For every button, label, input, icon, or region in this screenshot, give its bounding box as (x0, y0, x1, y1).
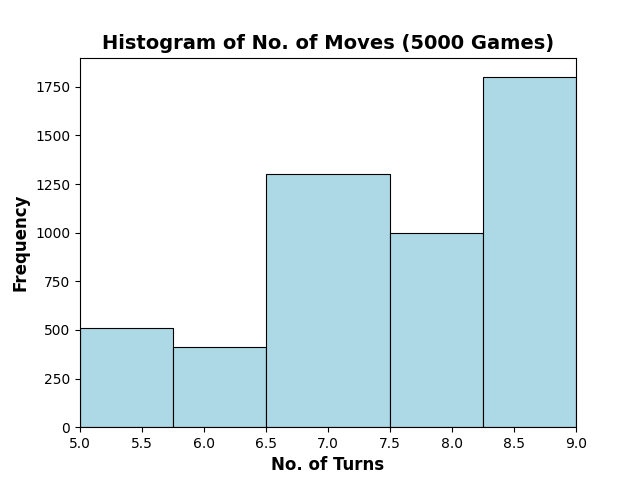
Bar (266, 174, 390, 427)
Bar (390, 233, 483, 427)
Bar (173, 348, 266, 427)
Y-axis label: Frequency: Frequency (12, 193, 29, 291)
Title: Histogram of No. of Moves (5000 Games): Histogram of No. of Moves (5000 Games) (102, 34, 554, 53)
X-axis label: No. of Turns: No. of Turns (271, 456, 385, 474)
Bar (483, 77, 576, 427)
Bar (80, 328, 173, 427)
